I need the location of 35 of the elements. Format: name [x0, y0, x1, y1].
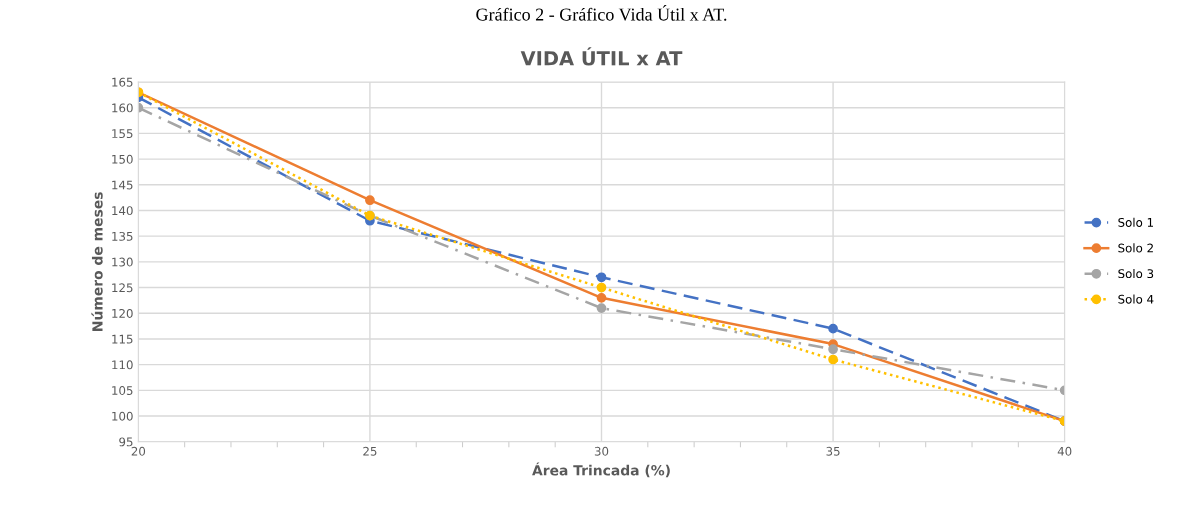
x-tick-label: 25 [363, 446, 377, 456]
y-tick-label: 160 [112, 103, 133, 113]
y-tick-label: 165 [112, 77, 133, 87]
y-tick-label: 130 [112, 257, 133, 267]
point [828, 323, 838, 334]
x-tick-label: 20 [131, 446, 146, 456]
legend-label: Solo 2 [1118, 243, 1153, 253]
y-tick-label: 95 [119, 437, 133, 447]
point [596, 272, 607, 283]
point [828, 354, 838, 365]
y-tick-label: 115 [112, 334, 133, 344]
x-tick-label: 30 [594, 446, 609, 456]
chart-title: VIDA ÚTIL x AT [520, 47, 683, 66]
y-tick-label: 155 [112, 129, 133, 139]
y-tick-label: 135 [112, 231, 133, 241]
y-tick-label: 110 [112, 360, 133, 370]
y-tick-label: 120 [112, 308, 133, 318]
y-tick-label: 140 [112, 206, 133, 216]
y-tick-label: 150 [112, 154, 133, 164]
point [596, 292, 607, 303]
legend-label: Solo 3 [1118, 268, 1154, 279]
y-tick-label: 125 [112, 283, 133, 293]
point [596, 282, 607, 293]
x-tick-label: 40 [1057, 446, 1072, 456]
y-axis-title: Número de meses [91, 192, 103, 331]
y-tick-label: 105 [112, 386, 133, 395]
y-tick-label: 145 [112, 180, 133, 190]
text: Gráfico 2 - Gráfico Vida Útil x AT. [476, 5, 727, 21]
point [828, 344, 838, 355]
x-tick-label: 35 [826, 446, 840, 456]
x-axis-title: Área Trincada (%) [532, 462, 670, 478]
legend-label: Solo 4 [1118, 294, 1154, 304]
legend-label: Solo 1 [1118, 217, 1153, 227]
point [365, 195, 375, 206]
y-tick-label: 100 [112, 411, 133, 421]
